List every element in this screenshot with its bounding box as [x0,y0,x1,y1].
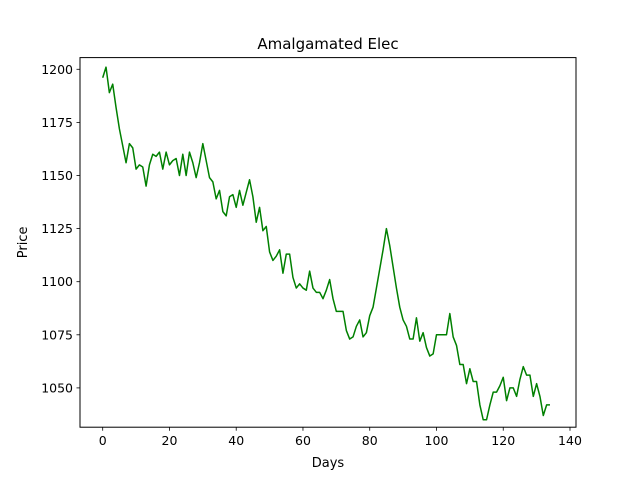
y-tick-label: 1075 [41,327,73,342]
x-tick-label: 60 [295,433,311,448]
x-tick-label: 140 [558,433,582,448]
x-tick-label: 0 [99,433,107,448]
x-axis-label: Days [312,456,345,471]
y-tick-label: 1125 [41,221,73,236]
y-tick-label: 1050 [41,380,73,395]
y-tick-label: 1150 [41,168,73,183]
chart-title: Amalgamated Elec [257,35,398,53]
x-tick-label: 100 [425,433,449,448]
y-axis: 1050 1075 1100 1125 1150 1175 1200 [41,62,80,395]
x-tick-label: 120 [491,433,515,448]
x-tick-label: 20 [162,433,178,448]
x-tick-label: 80 [362,433,378,448]
x-tick-label: 40 [228,433,244,448]
y-tick-label: 1200 [41,62,73,77]
x-axis: 0 20 40 60 80 100 120 140 [99,427,582,448]
series-line-0 [101,66,550,421]
y-tick-label: 1100 [41,274,73,289]
axes-frame [79,57,577,428]
y-axis-label: Price [16,227,31,259]
y-tick-label: 1175 [41,115,73,130]
